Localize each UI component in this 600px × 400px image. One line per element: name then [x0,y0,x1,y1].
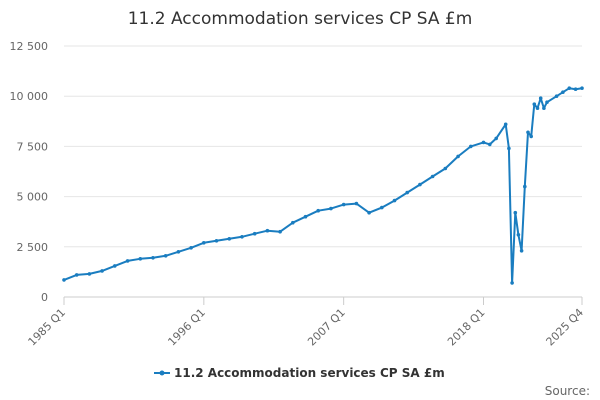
data-point[interactable] [74,273,79,277]
data-point[interactable] [580,86,584,90]
data-point[interactable] [513,210,518,215]
data-point[interactable] [138,257,143,261]
data-point[interactable] [481,140,486,145]
data-point[interactable] [367,210,371,215]
data-point[interactable] [227,237,232,241]
data-point[interactable] [176,250,181,254]
legend[interactable]: 11.2 Accommodation services CP SA £m [154,366,445,380]
grid-lines [64,45,582,298]
data-point[interactable] [354,201,359,206]
data-point[interactable] [507,146,511,151]
data-point[interactable] [87,272,92,276]
data-point[interactable] [405,190,410,195]
data-point[interactable] [510,281,514,285]
data-point[interactable] [430,174,435,179]
data-point[interactable] [532,102,537,106]
data-point[interactable] [494,136,499,141]
data-point[interactable] [545,100,549,104]
data-point[interactable] [392,198,397,203]
x-tick-label: 2025 Q4 [544,306,587,349]
y-tick-label: 12 500 [10,40,49,53]
chart-title: 11.2 Accommodation services CP SA £m [128,9,473,29]
data-point[interactable] [163,254,168,258]
data-point[interactable] [456,154,460,159]
data-point[interactable] [561,90,565,94]
data-point[interactable] [125,259,130,263]
data-point[interactable] [341,202,346,207]
data-point[interactable] [542,106,546,110]
y-axis: 0 2 500 5 000 7 500 10 000 12 500 [10,40,49,304]
x-tick-label: 2018 Q1 [445,306,488,349]
data-point[interactable] [316,208,321,213]
data-point[interactable] [303,214,308,219]
x-tick-label: 1996 Q1 [165,306,208,349]
data-point[interactable] [265,228,270,233]
data-point[interactable] [189,246,193,250]
data-point[interactable] [202,241,206,245]
legend-label: 11.2 Accommodation services CP SA £m [174,366,445,380]
data-point[interactable] [567,86,572,90]
data-point[interactable] [240,235,244,239]
data-point[interactable] [278,229,282,234]
data-point[interactable] [100,269,104,273]
data-point[interactable] [573,87,578,91]
data-point[interactable] [291,220,295,225]
data-point[interactable] [538,96,543,100]
legend-marker [159,370,165,376]
data-point[interactable] [516,233,521,237]
data-point[interactable] [418,182,422,187]
data-point[interactable] [526,130,530,135]
y-tick-label: 0 [41,291,48,304]
x-tick-label: 2007 Q1 [305,306,348,349]
data-point[interactable] [113,264,117,268]
y-tick-label: 5 000 [17,191,49,204]
y-tick-label: 10 000 [10,90,49,103]
data-point[interactable] [488,142,492,147]
x-axis: 1985 Q1 1996 Q1 2007 Q1 2018 Q1 2025 Q4 [26,297,587,349]
data-point[interactable] [214,239,219,243]
data-point[interactable] [329,206,333,211]
data-point[interactable] [469,144,473,149]
data-point[interactable] [523,184,527,189]
y-tick-label: 2 500 [17,241,49,254]
series-line[interactable] [63,87,583,284]
data-point[interactable] [443,166,448,171]
data-point[interactable] [151,255,155,260]
data-point[interactable] [529,134,533,139]
x-tick-label: 1985 Q1 [26,306,69,349]
source-label: Source: [545,384,590,398]
data-point[interactable] [535,106,540,110]
data-point[interactable] [554,94,559,98]
data-point[interactable] [503,122,508,127]
y-tick-label: 7 500 [17,140,49,153]
data-point[interactable] [62,278,66,282]
plot-area[interactable] [62,86,584,285]
data-point[interactable] [380,205,384,210]
data-point[interactable] [519,249,524,253]
data-point[interactable] [252,231,257,236]
